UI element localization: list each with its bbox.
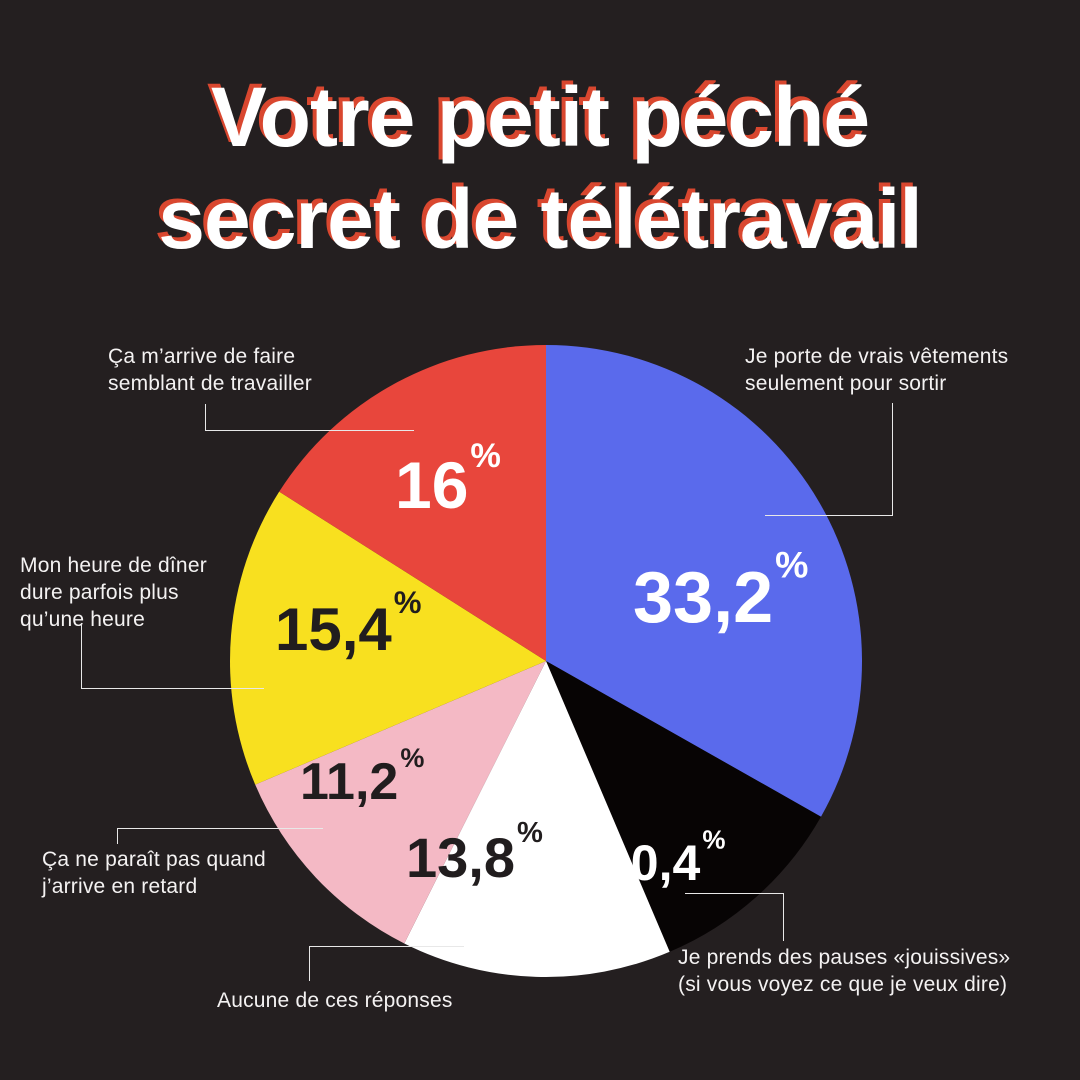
slice-value-number: 11,2	[300, 753, 399, 811]
pie-slice-4	[230, 491, 546, 785]
callout-label-blue: Je porte de vrais vêtements seulement po…	[745, 345, 1009, 395]
leader-line-black	[685, 893, 784, 941]
leader-line-pink	[117, 828, 323, 844]
pie-slice-3	[255, 661, 547, 944]
percent-sign: %	[775, 543, 809, 586]
leader-line-red	[205, 404, 414, 431]
callout-label-red: Ça m’arrive de faire semblant de travail…	[108, 345, 312, 395]
pie-slice-5	[279, 345, 546, 661]
leader-line-blue	[765, 403, 893, 516]
slice-value-yellow: 15,4%	[275, 587, 422, 660]
slice-value-number: 16	[395, 448, 469, 522]
callout-label-pink: Ça ne paraît pas quand j’arrive en retar…	[42, 848, 266, 898]
percent-sign: %	[517, 817, 543, 850]
callout-label-black: Je prends des pauses «jouissives» (si vo…	[678, 946, 1011, 996]
page-title: Votre petit péché secret de télétravail	[0, 66, 1080, 270]
slice-value-pink: 11,2%	[300, 744, 424, 811]
pie-slice-0	[546, 345, 863, 817]
slice-value-number: 10,4	[603, 835, 701, 891]
slice-value-white: 13,8%	[406, 819, 543, 886]
pie-chart-container	[226, 341, 866, 981]
percent-sign: %	[702, 824, 726, 855]
slice-value-red: 16%	[395, 439, 501, 518]
leader-line-yellow	[81, 625, 264, 689]
slice-value-blue: 33,2%	[633, 546, 808, 634]
percent-sign: %	[400, 742, 425, 773]
slice-value-number: 15,4	[275, 596, 392, 663]
pie-slice-2	[404, 661, 670, 977]
slice-value-number: 33,2	[633, 558, 774, 638]
page-title-line-2: secret de télétravail	[158, 172, 922, 266]
callout-label-white: Aucune de ces réponses	[217, 989, 453, 1012]
page-title-line-1: Votre petit péché	[210, 70, 870, 164]
leader-line-white	[309, 946, 464, 981]
percent-sign: %	[393, 584, 422, 620]
pie-chart	[230, 345, 863, 977]
pie-slice-1	[546, 661, 821, 952]
percent-sign: %	[470, 437, 501, 476]
slice-value-black: 10,4%	[603, 827, 725, 891]
callout-label-yellow: Mon heure de dîner dure parfois plus qu’…	[20, 554, 207, 631]
slice-value-number: 13,8	[406, 826, 515, 889]
